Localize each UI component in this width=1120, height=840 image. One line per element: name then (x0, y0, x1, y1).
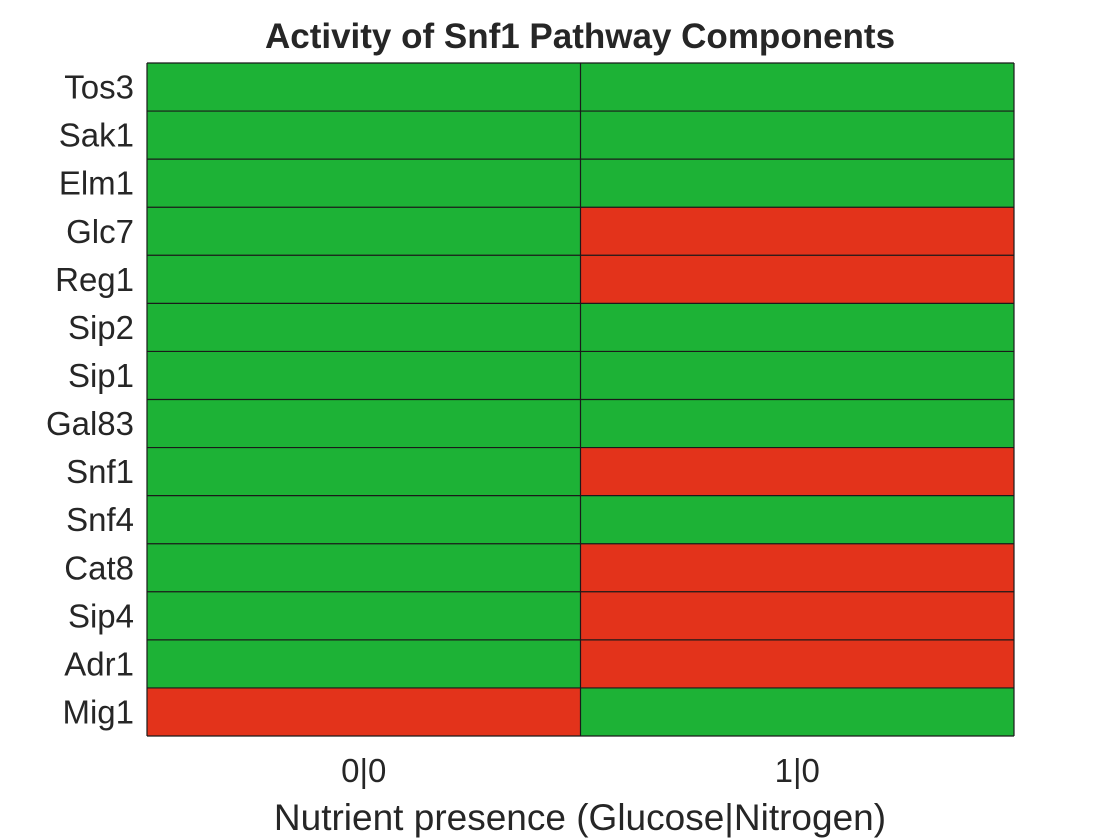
heatmap-cell-mig1-2 (580, 687, 1014, 736)
heatmap-cell-sip1-1 (147, 351, 581, 400)
heatmap-cell-glc7-1 (147, 207, 581, 256)
y-tick-label-adr1: Adr1 (64, 645, 134, 682)
heatmap-cell-snf1-1 (147, 447, 581, 496)
y-tick-label-glc7: Glc7 (66, 213, 134, 250)
x-tick-labels: 0|0 1|0 (341, 752, 820, 789)
heatmap-cell-snf1-2 (580, 447, 1014, 496)
y-tick-label-sip4: Sip4 (68, 597, 134, 634)
y-tick-label-reg1: Reg1 (55, 261, 134, 298)
heatmap-cell-cat8-2 (580, 543, 1014, 592)
heatmap-cell-sip1-2 (580, 351, 1014, 400)
heatmap-cell-snf4-2 (580, 495, 1014, 544)
heatmap-cell-adr1-1 (147, 639, 581, 688)
heatmap-cell-elm1-1 (147, 159, 581, 208)
heatmap-cell-sip4-2 (580, 591, 1014, 640)
y-tick-label-sip2: Sip2 (68, 309, 134, 346)
heatmap-cell-gal83-2 (580, 399, 1014, 448)
heatmap-cell-elm1-2 (580, 159, 1014, 208)
y-tick-label-tos3: Tos3 (64, 69, 134, 106)
heatmap-cell-snf4-1 (147, 495, 581, 544)
heatmap-cell-reg1-2 (580, 255, 1014, 304)
heatmap-cell-sip2-1 (147, 303, 581, 352)
heatmap-cell-tos3-1 (147, 63, 581, 112)
heatmap-cell-mig1-1 (147, 687, 581, 736)
heatmap-cell-gal83-1 (147, 399, 581, 448)
heatmap-cell-sak1-1 (147, 111, 581, 160)
y-tick-label-gal83: Gal83 (46, 405, 134, 442)
x-axis-label: Nutrient presence (Glucose|Nitrogen) (274, 797, 886, 838)
y-tick-label-snf1: Snf1 (66, 453, 134, 490)
y-tick-label-mig1: Mig1 (62, 693, 134, 730)
x-tick-label-1: 0|0 (341, 752, 386, 789)
y-tick-label-sak1: Sak1 (59, 117, 134, 154)
chart-title: Activity of Snf1 Pathway Components (265, 17, 895, 56)
heatmap-cell-cat8-1 (147, 543, 581, 592)
heatmap-cell-tos3-2 (580, 63, 1014, 112)
heatmap-cells (147, 63, 1014, 736)
y-tick-label-snf4: Snf4 (66, 501, 134, 538)
y-tick-labels: Tos3 Sak1 Elm1 Glc7 Reg1 Sip2 Sip1 Gal83 Snf1 Snf… (46, 69, 134, 731)
heatmap-cell-reg1-1 (147, 255, 581, 304)
heatmap-cell-sak1-2 (580, 111, 1014, 160)
heatmap-cell-sip2-2 (580, 303, 1014, 352)
heatmap-cell-glc7-2 (580, 207, 1014, 256)
y-tick-label-sip1: Sip1 (68, 357, 134, 394)
heatmap-cell-adr1-2 (580, 639, 1014, 688)
y-tick-label-cat8: Cat8 (64, 549, 134, 586)
y-tick-label-elm1: Elm1 (59, 165, 134, 202)
heatmap-cell-sip4-1 (147, 591, 581, 640)
x-tick-label-2: 1|0 (775, 752, 820, 789)
heatmap-grid (146, 62, 1015, 737)
